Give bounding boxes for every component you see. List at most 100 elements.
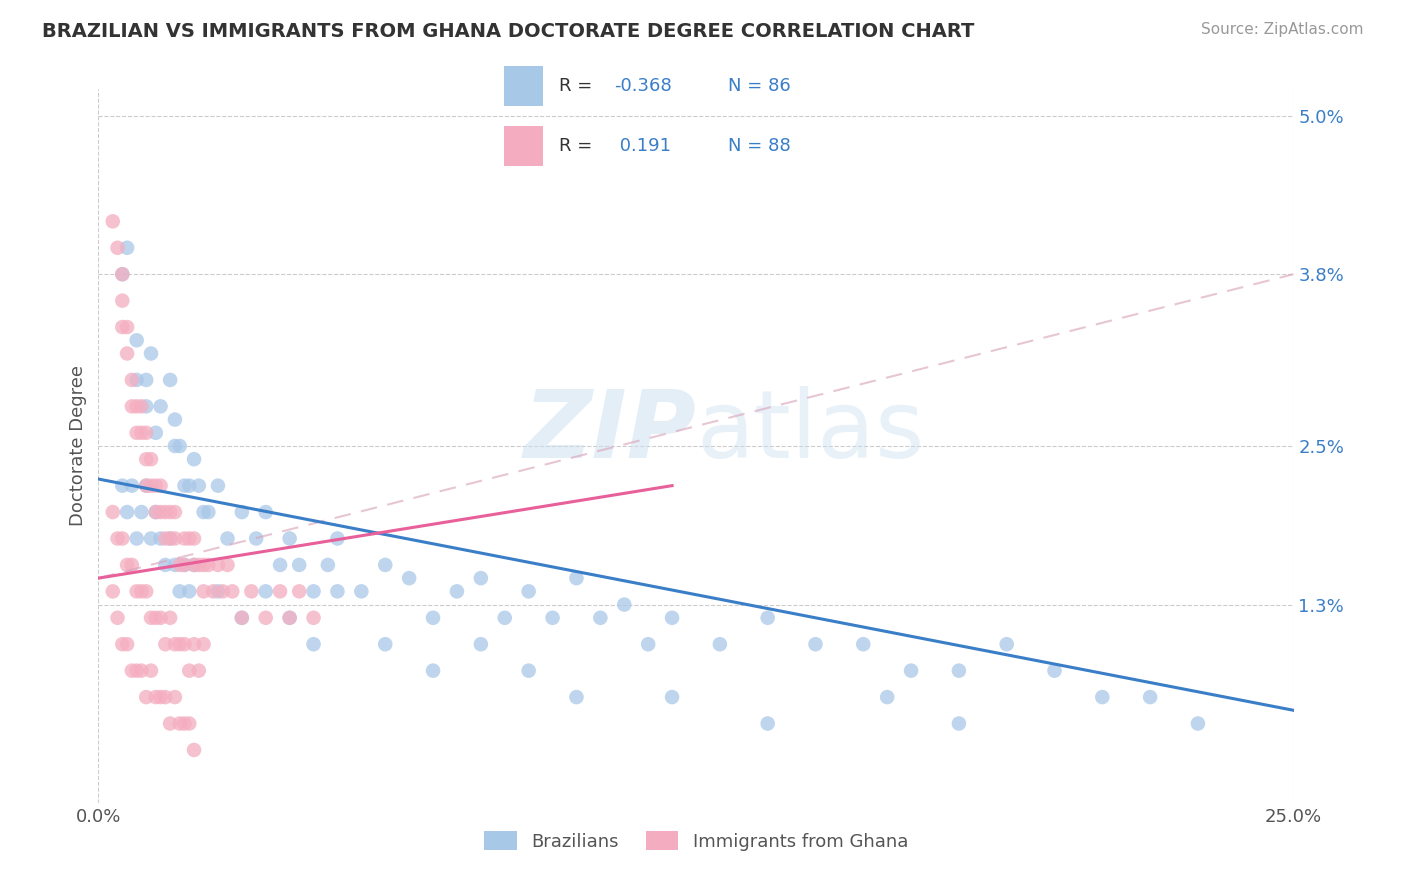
- Point: [121, 478, 143, 492]
- Point: [197, 505, 219, 519]
- Point: [202, 584, 225, 599]
- Point: [159, 611, 181, 625]
- Point: [288, 558, 311, 572]
- Point: [159, 532, 181, 546]
- Point: [169, 558, 191, 572]
- Point: [139, 478, 162, 492]
- Point: [155, 690, 177, 704]
- Point: [183, 532, 205, 546]
- Point: [169, 584, 191, 599]
- Point: [115, 320, 138, 334]
- Point: [245, 532, 267, 546]
- Point: [494, 611, 516, 625]
- Point: [565, 690, 588, 704]
- Point: [470, 637, 492, 651]
- Y-axis label: Doctorate Degree: Doctorate Degree: [69, 366, 87, 526]
- Point: [173, 558, 195, 572]
- Point: [179, 532, 201, 546]
- Point: [159, 716, 181, 731]
- Point: [135, 373, 157, 387]
- Point: [876, 690, 898, 704]
- Point: [135, 584, 157, 599]
- Legend: Brazilians, Immigrants from Ghana: Brazilians, Immigrants from Ghana: [477, 824, 915, 858]
- Point: [541, 611, 564, 625]
- Point: [193, 505, 215, 519]
- Point: [115, 558, 138, 572]
- Point: [637, 637, 659, 651]
- Point: [145, 478, 167, 492]
- Point: [145, 505, 167, 519]
- Point: [1187, 716, 1209, 731]
- Point: [163, 532, 186, 546]
- Point: [756, 716, 779, 731]
- Point: [111, 267, 134, 281]
- Point: [163, 439, 186, 453]
- Point: [661, 690, 683, 704]
- Text: N = 86: N = 86: [728, 77, 792, 95]
- Point: [173, 532, 195, 546]
- Text: ZIP: ZIP: [523, 385, 696, 478]
- Point: [163, 690, 186, 704]
- Point: [183, 743, 205, 757]
- Point: [221, 584, 243, 599]
- Point: [149, 532, 172, 546]
- Point: [139, 664, 162, 678]
- Point: [193, 558, 215, 572]
- Point: [135, 425, 157, 440]
- Point: [159, 505, 181, 519]
- Point: [121, 664, 143, 678]
- Point: [121, 373, 143, 387]
- Point: [159, 532, 181, 546]
- Point: [173, 637, 195, 651]
- Point: [145, 505, 167, 519]
- Point: [107, 611, 129, 625]
- Point: [278, 611, 301, 625]
- Bar: [503, 126, 543, 166]
- Point: [169, 716, 191, 731]
- Point: [145, 425, 167, 440]
- Point: [254, 584, 277, 599]
- Point: [804, 637, 827, 651]
- Point: [756, 611, 779, 625]
- Point: [183, 558, 205, 572]
- Point: [125, 584, 148, 599]
- Point: [115, 346, 138, 360]
- Point: [207, 478, 229, 492]
- Point: [231, 611, 253, 625]
- Point: [173, 478, 195, 492]
- Point: [709, 637, 731, 651]
- Point: [269, 584, 291, 599]
- Text: R =: R =: [560, 137, 598, 155]
- Point: [125, 664, 148, 678]
- Point: [613, 598, 636, 612]
- Point: [183, 452, 205, 467]
- Point: [169, 637, 191, 651]
- Text: Source: ZipAtlas.com: Source: ZipAtlas.com: [1201, 22, 1364, 37]
- Point: [159, 373, 181, 387]
- Point: [107, 532, 129, 546]
- Point: [179, 716, 201, 731]
- Point: [135, 478, 157, 492]
- Point: [207, 584, 229, 599]
- Point: [139, 452, 162, 467]
- Point: [115, 241, 138, 255]
- Point: [139, 532, 162, 546]
- Point: [278, 532, 301, 546]
- Point: [316, 558, 339, 572]
- Point: [326, 532, 349, 546]
- Point: [149, 611, 172, 625]
- Point: [169, 439, 191, 453]
- Point: [145, 611, 167, 625]
- Point: [149, 400, 172, 414]
- Text: BRAZILIAN VS IMMIGRANTS FROM GHANA DOCTORATE DEGREE CORRELATION CHART: BRAZILIAN VS IMMIGRANTS FROM GHANA DOCTO…: [42, 22, 974, 41]
- Bar: [503, 66, 543, 106]
- Point: [254, 505, 277, 519]
- Point: [398, 571, 420, 585]
- Point: [288, 584, 311, 599]
- Point: [852, 637, 875, 651]
- Point: [125, 532, 148, 546]
- Point: [101, 584, 124, 599]
- Point: [187, 558, 209, 572]
- Point: [1091, 690, 1114, 704]
- Point: [326, 584, 349, 599]
